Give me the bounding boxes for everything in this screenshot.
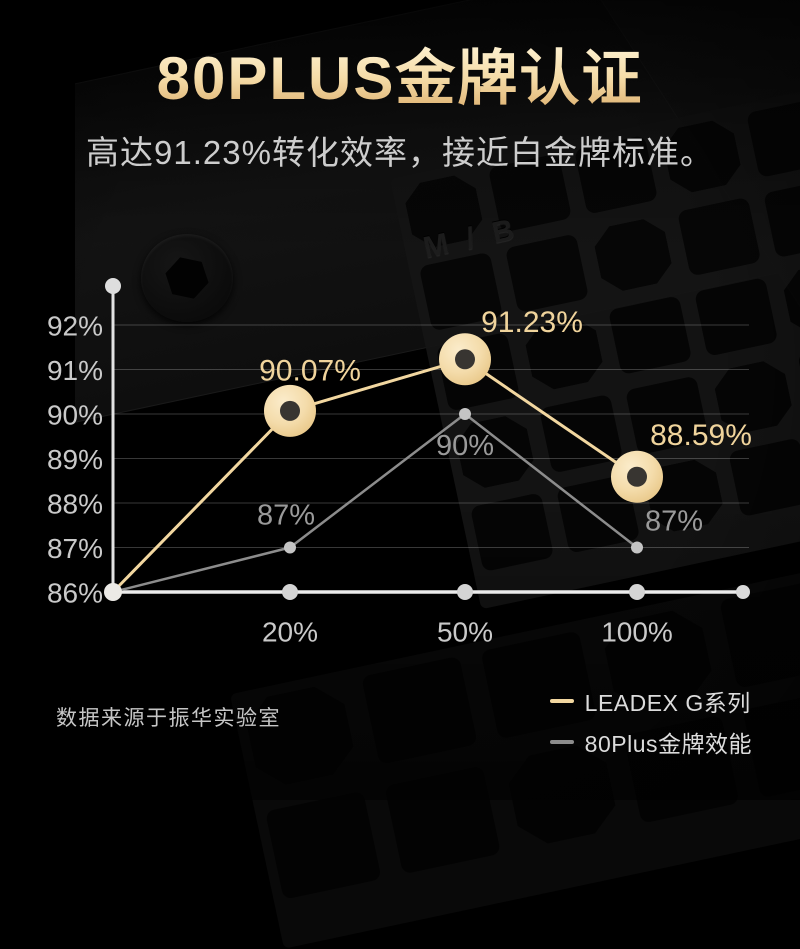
gold-point-hole [280, 400, 300, 421]
point-value-label: 87% [645, 506, 703, 538]
series-line-0 [111, 357, 638, 594]
legend-label: 80Plus金牌效能 [584, 731, 752, 757]
gray-point-marker [459, 408, 471, 420]
x-tick-label: 20% [262, 617, 318, 648]
y-tick-label: 88% [47, 489, 103, 520]
legend-item-leadex: LEADEX G系列 [549, 684, 752, 718]
efficiency-chart: 92% 91% 90% 89% 88% 87% 86% 20% 50% 100% 90.07% 91.… [47, 278, 752, 648]
x-tick-label: 50% [437, 617, 493, 648]
data-source-note: 数据来源于振华实验室 [56, 707, 281, 730]
y-tick-label: 91% [47, 355, 103, 386]
page-title: 80PLUS金牌认证 [0, 46, 800, 112]
point-value-label: 87% [257, 500, 315, 532]
point-value-label: 88.59% [650, 419, 752, 452]
socket-cutout [265, 790, 382, 900]
point-value-label: 91.23% [481, 306, 583, 339]
x-axis-end-dot [736, 585, 750, 599]
header: 80PLUS金牌认证 高达91.23%转化效率，接近白金牌标准。 [0, 0, 800, 174]
x-tick-dot [629, 584, 645, 600]
series-line-1 [112, 412, 638, 594]
page-subtitle: 高达91.23%转化效率，接近白金牌标准。 [86, 134, 714, 171]
y-tick-label: 90% [47, 400, 103, 431]
chart-legend: LEADEX G系列 80Plus金牌效能 [549, 684, 752, 759]
legend-item-80plus: 80Plus金牌效能 [549, 725, 752, 759]
y-tick-label: 89% [47, 444, 103, 475]
gray-line-swatch [549, 740, 574, 744]
background-vignette [0, 0, 800, 800]
y-tick-label: 92% [47, 311, 103, 342]
point-value-label: 90% [436, 430, 494, 462]
y-axis-top-dot [105, 278, 121, 294]
gold-point-hole [627, 466, 647, 487]
y-tick-label: 87% [47, 533, 103, 564]
gray-point-marker [284, 541, 296, 554]
x-tick-dot [282, 584, 298, 600]
gray-point-marker [631, 541, 643, 554]
y-tick-label: 86% [47, 578, 103, 609]
point-value-label: 90.07% [259, 354, 361, 387]
origin-dot [104, 583, 122, 601]
legend-label: LEADEX G系列 [584, 690, 751, 716]
background-photo: M / B [0, 0, 800, 800]
gold-line-swatch [549, 699, 574, 703]
gold-point-hole [455, 349, 475, 370]
x-tick-dot [457, 584, 473, 600]
x-tick-label: 100% [601, 617, 673, 648]
